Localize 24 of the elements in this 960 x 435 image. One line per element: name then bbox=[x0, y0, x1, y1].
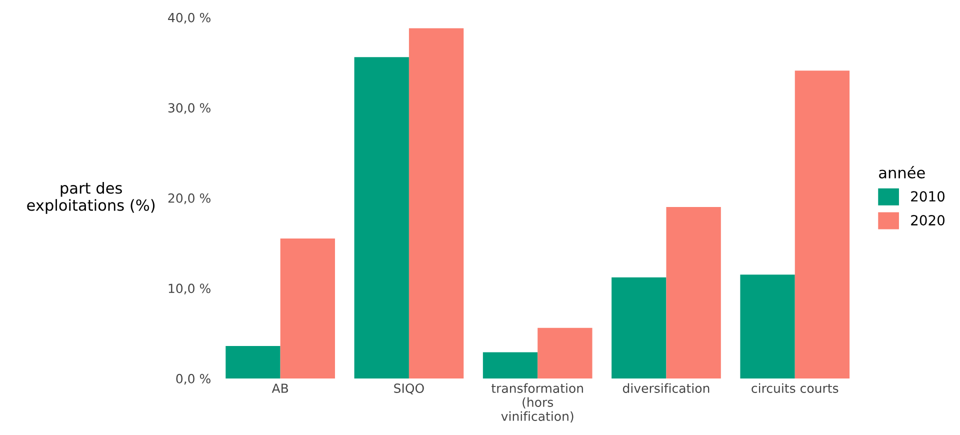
x-tick-label: circuits courts bbox=[752, 383, 838, 393]
bar bbox=[538, 328, 592, 378]
bar bbox=[354, 57, 409, 378]
legend-label: 2010 bbox=[911, 191, 944, 202]
x-tick-label: SIQO bbox=[394, 384, 424, 394]
bar bbox=[612, 277, 666, 378]
y-tick-label: 20,0 % bbox=[168, 193, 210, 204]
x-tick-label: AB bbox=[272, 384, 288, 393]
y-tick-label: 40,0 % bbox=[168, 12, 210, 24]
bar bbox=[226, 346, 280, 378]
bar bbox=[280, 238, 335, 378]
bar bbox=[482, 352, 538, 378]
bar bbox=[740, 274, 795, 378]
y-axis-title: part des exploitations (%) bbox=[27, 182, 155, 214]
y-tick-label: 10,0 % bbox=[168, 284, 210, 294]
bar bbox=[794, 70, 850, 378]
bar bbox=[408, 28, 464, 378]
bar bbox=[666, 206, 721, 378]
y-tick-label: 0,0 % bbox=[176, 374, 210, 385]
y-tick-label: 30,0 % bbox=[168, 103, 210, 114]
x-tick-label: diversification bbox=[622, 383, 710, 393]
x-tick-label: transformation (hors vinification) bbox=[491, 383, 583, 422]
legend-title: année bbox=[879, 166, 925, 178]
legend-label: 2020 bbox=[911, 215, 944, 226]
